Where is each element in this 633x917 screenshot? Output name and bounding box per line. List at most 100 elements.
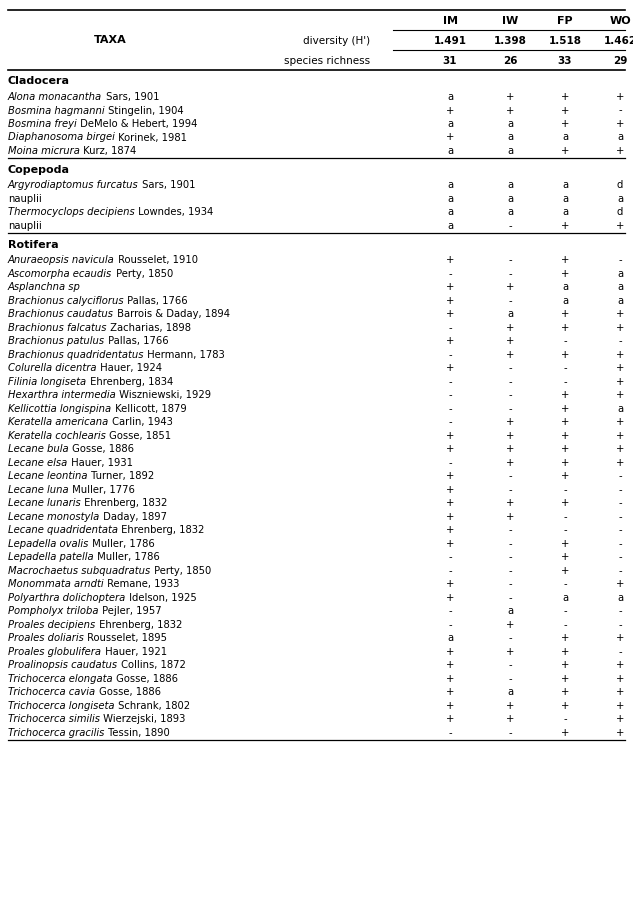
Text: -: - (448, 620, 452, 630)
Text: Lecane luna: Lecane luna (8, 485, 68, 495)
Text: Lecane bula: Lecane bula (8, 445, 68, 454)
Text: Alona monacantha: Alona monacantha (8, 92, 102, 102)
Text: +: + (616, 660, 624, 670)
Text: +: + (616, 714, 624, 724)
Text: Lowndes, 1934: Lowndes, 1934 (135, 207, 213, 217)
Text: +: + (506, 714, 514, 724)
Text: Lecane quadridentata: Lecane quadridentata (8, 525, 118, 536)
Text: +: + (616, 391, 624, 401)
Text: Gosse, 1851: Gosse, 1851 (106, 431, 172, 441)
Text: Asplanchna sp: Asplanchna sp (8, 282, 81, 293)
Text: Proales decipiens: Proales decipiens (8, 620, 95, 630)
Text: Lecane leontina: Lecane leontina (8, 471, 87, 481)
Text: -: - (448, 728, 452, 738)
Text: Stingelin, 1904: Stingelin, 1904 (105, 105, 184, 116)
Text: Gosse, 1886: Gosse, 1886 (96, 688, 161, 697)
Text: +: + (616, 146, 624, 156)
Text: Proales globulifera: Proales globulifera (8, 646, 101, 657)
Text: IW: IW (502, 16, 518, 26)
Text: Ehrenberg, 1832: Ehrenberg, 1832 (81, 498, 168, 508)
Text: Ehrenberg, 1834: Ehrenberg, 1834 (87, 377, 173, 387)
Text: +: + (616, 363, 624, 373)
Text: Hauer, 1921: Hauer, 1921 (101, 646, 166, 657)
Text: +: + (506, 337, 514, 347)
Text: 33: 33 (558, 56, 572, 66)
Text: a: a (617, 282, 623, 293)
Text: +: + (446, 431, 454, 441)
Text: species richness: species richness (284, 56, 370, 66)
Text: Monommata arndti: Monommata arndti (8, 580, 104, 590)
Text: Pallas, 1766: Pallas, 1766 (124, 296, 188, 306)
Text: +: + (616, 701, 624, 711)
Text: -: - (563, 606, 567, 616)
Text: a: a (447, 634, 453, 644)
Text: Gosse, 1886: Gosse, 1886 (113, 674, 178, 684)
Text: +: + (561, 539, 569, 549)
Text: diversity (H'): diversity (H') (303, 36, 370, 46)
Text: +: + (616, 634, 624, 644)
Text: Bosmina freyi: Bosmina freyi (8, 119, 77, 129)
Text: +: + (561, 403, 569, 414)
Text: +: + (506, 445, 514, 454)
Text: -: - (618, 646, 622, 657)
Text: Kurz, 1874: Kurz, 1874 (80, 146, 137, 156)
Text: +: + (561, 445, 569, 454)
Text: Lepadella ovalis: Lepadella ovalis (8, 539, 89, 549)
Text: Pallas, 1766: Pallas, 1766 (104, 337, 168, 347)
Text: Carlin, 1943: Carlin, 1943 (109, 417, 173, 427)
Text: +: + (616, 377, 624, 387)
Text: -: - (508, 660, 512, 670)
Text: Kellicott, 1879: Kellicott, 1879 (111, 403, 186, 414)
Text: Remane, 1933: Remane, 1933 (104, 580, 180, 590)
Text: DeMelo & Hebert, 1994: DeMelo & Hebert, 1994 (77, 119, 197, 129)
Text: Muller, 1786: Muller, 1786 (89, 539, 154, 549)
Text: -: - (448, 350, 452, 359)
Text: +: + (561, 498, 569, 508)
Text: Kellicottia longispina: Kellicottia longispina (8, 403, 111, 414)
Text: TAXA: TAXA (94, 35, 127, 45)
Text: Keratella americana: Keratella americana (8, 417, 108, 427)
Text: -: - (508, 580, 512, 590)
Text: -: - (563, 485, 567, 495)
Text: Muller, 1776: Muller, 1776 (69, 485, 135, 495)
Text: +: + (616, 458, 624, 468)
Text: +: + (506, 498, 514, 508)
Text: +: + (561, 269, 569, 279)
Text: a: a (562, 282, 568, 293)
Text: a: a (507, 606, 513, 616)
Text: +: + (616, 674, 624, 684)
Text: -: - (508, 485, 512, 495)
Text: -: - (508, 728, 512, 738)
Text: +: + (561, 323, 569, 333)
Text: nauplii: nauplii (8, 193, 42, 204)
Text: -: - (508, 593, 512, 602)
Text: +: + (446, 309, 454, 319)
Text: +: + (446, 539, 454, 549)
Text: +: + (506, 431, 514, 441)
Text: 1.462: 1.462 (603, 36, 633, 46)
Text: +: + (561, 350, 569, 359)
Text: Wiszniewski, 1929: Wiszniewski, 1929 (116, 391, 211, 401)
Text: a: a (617, 403, 623, 414)
Text: -: - (563, 714, 567, 724)
Text: +: + (561, 674, 569, 684)
Text: Collins, 1872: Collins, 1872 (118, 660, 185, 670)
Text: Lecane monostyla: Lecane monostyla (8, 512, 99, 522)
Text: Bosmina hagmanni: Bosmina hagmanni (8, 105, 104, 116)
Text: -: - (563, 525, 567, 536)
Text: -: - (618, 606, 622, 616)
Text: Pejler, 1957: Pejler, 1957 (99, 606, 161, 616)
Text: -: - (508, 296, 512, 306)
Text: +: + (506, 92, 514, 102)
Text: +: + (446, 688, 454, 697)
Text: a: a (617, 296, 623, 306)
Text: -: - (618, 471, 622, 481)
Text: -: - (448, 269, 452, 279)
Text: a: a (617, 132, 623, 142)
Text: -: - (448, 403, 452, 414)
Text: +: + (561, 255, 569, 265)
Text: +: + (446, 471, 454, 481)
Text: +: + (506, 105, 514, 116)
Text: +: + (446, 282, 454, 293)
Text: -: - (563, 377, 567, 387)
